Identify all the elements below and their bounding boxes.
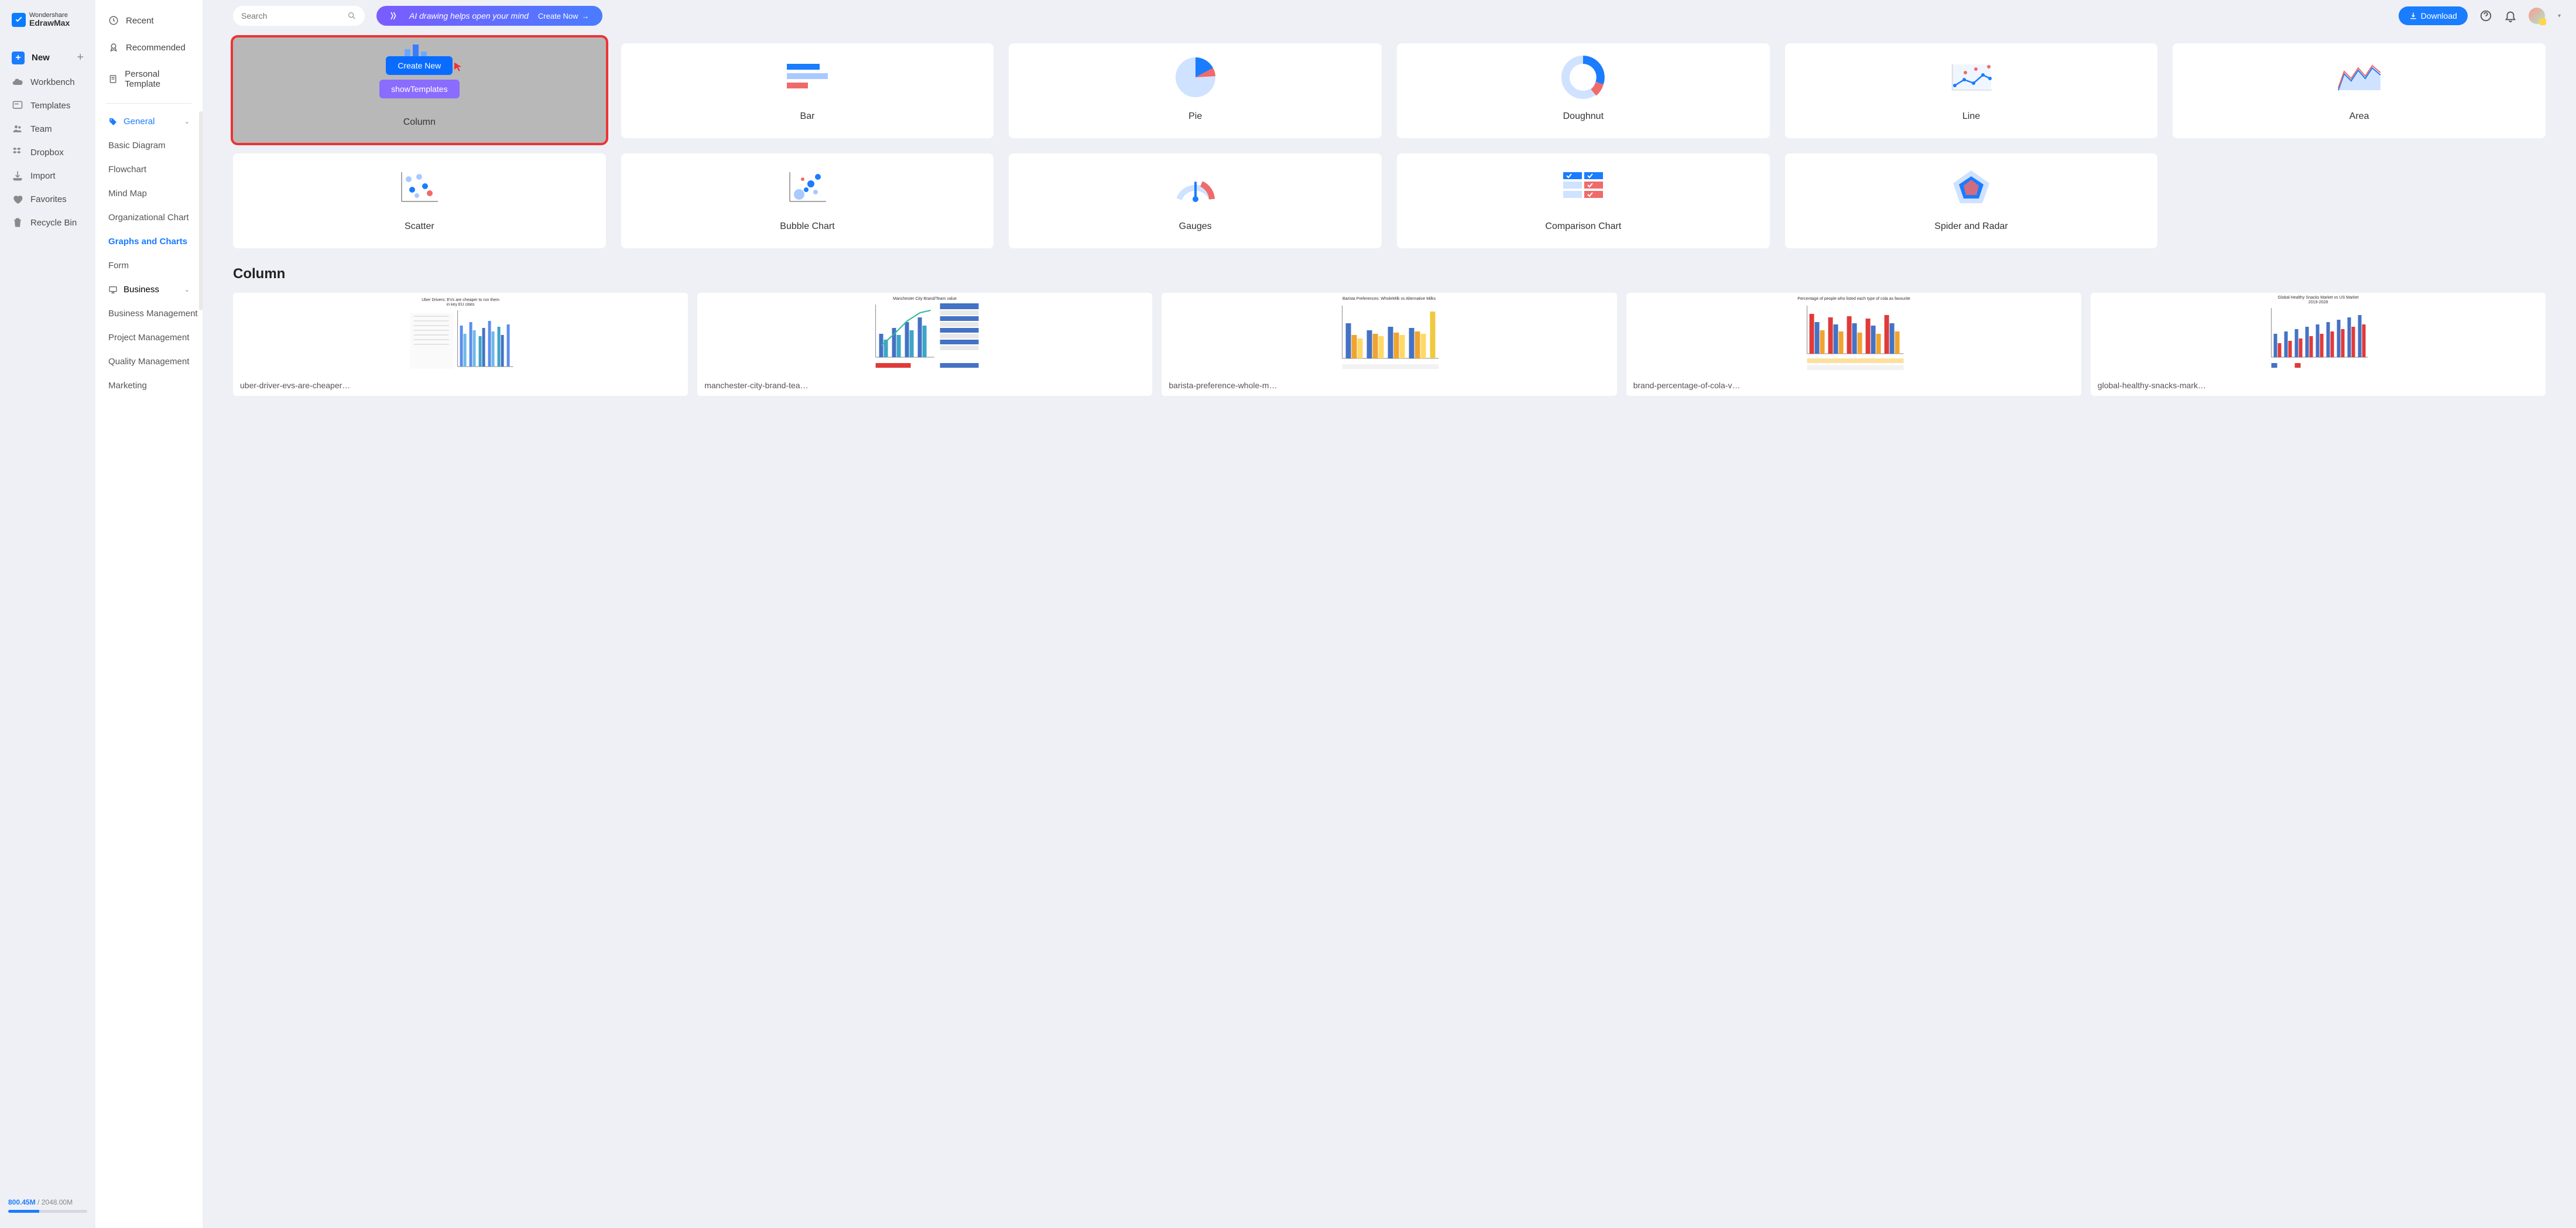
show-templates-button[interactable]: showTemplates bbox=[379, 80, 460, 98]
logo-text: Wondershare EdrawMax bbox=[29, 12, 70, 28]
card-scatter[interactable]: Scatter bbox=[233, 153, 606, 248]
svg-text:Manchester City Brand/Team val: Manchester City Brand/Team value bbox=[893, 297, 957, 301]
nav2-personal-template[interactable]: Personal Template bbox=[95, 61, 203, 97]
sidebar-primary: Wondershare EdrawMax +New + Workbench Te… bbox=[0, 0, 95, 1228]
badge-icon bbox=[108, 42, 119, 53]
download-button[interactable]: Download bbox=[2399, 6, 2468, 25]
sub-business-mgmt[interactable]: Business Management bbox=[95, 302, 203, 326]
ai-spark-icon bbox=[389, 11, 400, 21]
card-area[interactable]: Area bbox=[2173, 43, 2546, 138]
template-card[interactable]: Percentage of people who listed each typ… bbox=[1626, 293, 2081, 396]
team-icon bbox=[12, 123, 23, 135]
help-icon[interactable] bbox=[2479, 9, 2492, 22]
card-line[interactable]: Line bbox=[1785, 43, 2158, 138]
nav-import[interactable]: Import bbox=[0, 164, 95, 187]
user-avatar[interactable] bbox=[2529, 8, 2545, 24]
presentation-icon bbox=[108, 285, 118, 295]
storage-bar-fill bbox=[8, 1210, 39, 1213]
card-comparison[interactable]: Comparison Chart bbox=[1397, 153, 1770, 248]
chart-type-grid: Create New showTemplates Column Bar Pie … bbox=[233, 43, 2546, 248]
svg-text:Uber Drivers: EVs are cheaper: Uber Drivers: EVs are cheaper to run the… bbox=[422, 298, 499, 302]
bell-icon[interactable] bbox=[2504, 9, 2517, 22]
nav-workbench[interactable]: Workbench bbox=[0, 70, 95, 94]
main-area: AI drawing helps open your mind Create N… bbox=[203, 0, 2576, 1228]
sub-quality-mgmt[interactable]: Quality Management bbox=[95, 350, 203, 374]
cloud-icon bbox=[12, 76, 23, 88]
avatar-caret-icon[interactable]: ▾ bbox=[2558, 13, 2561, 19]
category-general[interactable]: General ⌄ bbox=[95, 110, 203, 134]
document-icon bbox=[108, 74, 118, 84]
template-grid: Uber Drivers: EVs are cheaper to run the… bbox=[233, 293, 2546, 396]
templates-icon bbox=[12, 100, 23, 111]
svg-text:in key EU cities: in key EU cities bbox=[447, 303, 475, 307]
template-card[interactable]: Barista Preferences: WholeMilk vs Altern… bbox=[1162, 293, 1616, 396]
sub-marketing[interactable]: Marketing bbox=[95, 374, 203, 398]
nav-dropbox[interactable]: Dropbox bbox=[0, 141, 95, 164]
cursor-icon bbox=[453, 61, 463, 72]
sub-basic-diagram[interactable]: Basic Diagram bbox=[95, 134, 203, 158]
template-card[interactable]: Manchester City Brand/Team value bbox=[697, 293, 1152, 396]
sub-form[interactable]: Form bbox=[95, 254, 203, 278]
plus-icon: + bbox=[12, 52, 25, 64]
section-title: Column bbox=[233, 266, 2546, 282]
scrollbar[interactable] bbox=[199, 111, 203, 310]
nav2-recommended[interactable]: Recommended bbox=[95, 34, 203, 61]
topbar: AI drawing helps open your mind Create N… bbox=[203, 0, 2576, 32]
sub-project-mgmt[interactable]: Project Management bbox=[95, 326, 203, 350]
nav-recycle[interactable]: Recycle Bin bbox=[0, 211, 95, 234]
create-new-button[interactable]: Create New bbox=[386, 56, 453, 75]
trash-icon bbox=[12, 217, 23, 228]
app-logo[interactable]: Wondershare EdrawMax bbox=[0, 7, 95, 39]
card-bubble[interactable]: Bubble Chart bbox=[621, 153, 994, 248]
clock-icon bbox=[108, 15, 119, 26]
card-radar[interactable]: Spider and Radar bbox=[1785, 153, 2158, 248]
card-column-highlight[interactable]: Create New showTemplates Column bbox=[233, 37, 606, 143]
add-icon[interactable]: + bbox=[77, 51, 84, 64]
nav2-recent[interactable]: Recent bbox=[95, 7, 203, 34]
ai-banner[interactable]: AI drawing helps open your mind Create N… bbox=[376, 6, 602, 26]
tag-icon bbox=[108, 117, 118, 126]
ai-create-now[interactable]: Create Now → bbox=[538, 12, 590, 20]
logo-icon bbox=[12, 13, 26, 27]
card-pie[interactable]: Pie bbox=[1009, 43, 1382, 138]
search-icon bbox=[347, 11, 357, 20]
nav-new[interactable]: +New + bbox=[0, 45, 95, 70]
card-gauges[interactable]: Gauges bbox=[1009, 153, 1382, 248]
nav-templates[interactable]: Templates bbox=[0, 94, 95, 117]
download-icon bbox=[2409, 12, 2417, 20]
sub-flowchart[interactable]: Flowchart bbox=[95, 158, 203, 182]
sub-graphs-charts[interactable]: Graphs and Charts bbox=[95, 230, 203, 254]
category-business[interactable]: Business ⌄ bbox=[95, 278, 203, 302]
import-icon bbox=[12, 170, 23, 182]
nav-favorites[interactable]: Favorites bbox=[0, 187, 95, 211]
chevron-down-icon: ⌄ bbox=[184, 286, 190, 293]
svg-text:Percentage of people who liste: Percentage of people who listed each typ… bbox=[1797, 297, 1910, 301]
search-input[interactable] bbox=[233, 6, 365, 26]
template-card[interactable]: Uber Drivers: EVs are cheaper to run the… bbox=[233, 293, 688, 396]
sub-mind-map[interactable]: Mind Map bbox=[95, 182, 203, 206]
card-bar[interactable]: Bar bbox=[621, 43, 994, 138]
heart-icon bbox=[12, 193, 23, 205]
svg-text:2019-2028: 2019-2028 bbox=[2308, 300, 2328, 305]
chevron-down-icon: ⌄ bbox=[184, 118, 190, 125]
sub-org-chart[interactable]: Organizational Chart bbox=[95, 206, 203, 230]
svg-text:Barista Preferences: WholeMilk: Barista Preferences: WholeMilk vs Altern… bbox=[1342, 297, 1436, 301]
template-card[interactable]: Global Healthy Snacks Market vs US Marke… bbox=[2091, 293, 2546, 396]
card-doughnut[interactable]: Doughnut bbox=[1397, 43, 1770, 138]
sidebar-secondary: Recent Recommended Personal Template Gen… bbox=[95, 0, 203, 1228]
dropbox-icon bbox=[12, 146, 23, 158]
svg-text:Global Healthy Snacks Market v: Global Healthy Snacks Market vs US Marke… bbox=[2277, 296, 2358, 300]
storage-usage: 800.45M / 2048.00M bbox=[0, 1190, 95, 1221]
nav-team[interactable]: Team bbox=[0, 117, 95, 141]
